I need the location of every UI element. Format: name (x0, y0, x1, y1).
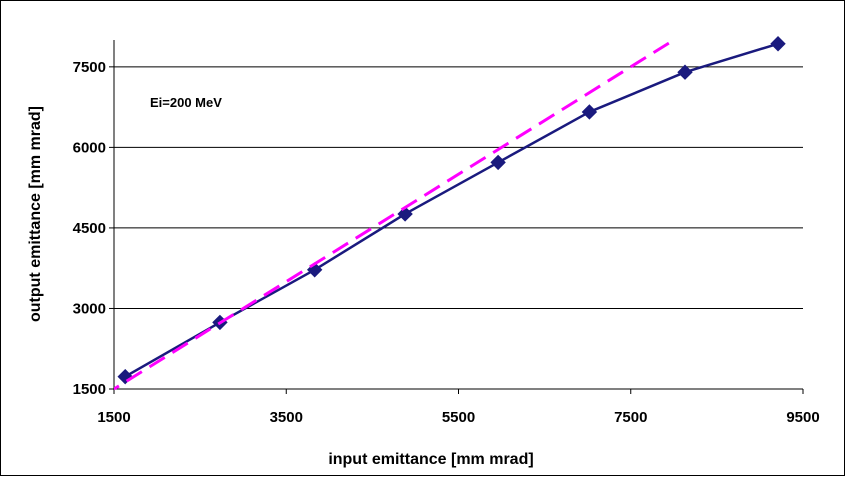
plot-area (109, 36, 804, 394)
x-tick-label: 7500 (614, 409, 647, 426)
grid (114, 66, 803, 309)
y-tick-label: 3000 (73, 300, 106, 317)
x-tick-label: 5500 (442, 409, 475, 426)
x-tick-label: 1500 (97, 409, 130, 426)
data-point-marker (677, 64, 693, 80)
x-tick-label: 3500 (270, 409, 303, 426)
y-tick-label: 1500 (73, 381, 106, 398)
x-axis-title: input emittance [mm mrad] (328, 451, 533, 468)
data-point-marker (581, 104, 598, 120)
data-point-marker (770, 36, 786, 52)
series-line (124, 42, 779, 378)
series-1 (114, 39, 675, 390)
series-layer (114, 36, 786, 390)
y-axis-title: output emittance [mm mrad] (27, 106, 44, 322)
y-tick-label: 6000 (73, 139, 106, 156)
y-tick-label: 7500 (73, 59, 106, 76)
axes (109, 40, 804, 394)
series-line (114, 39, 675, 390)
data-point-marker (490, 154, 506, 171)
data-point-marker (397, 206, 413, 222)
x-tick-labels: 1500 3500 5500 7500 9500 (97, 409, 819, 426)
plot-background (114, 40, 803, 389)
y-tick-label: 4500 (73, 220, 106, 237)
y-tick-labels: 1500 3000 4500 6000 7500 (73, 59, 106, 398)
annotation-label: Ei=200 MeV (150, 95, 222, 110)
x-tick-label: 9500 (786, 409, 819, 426)
